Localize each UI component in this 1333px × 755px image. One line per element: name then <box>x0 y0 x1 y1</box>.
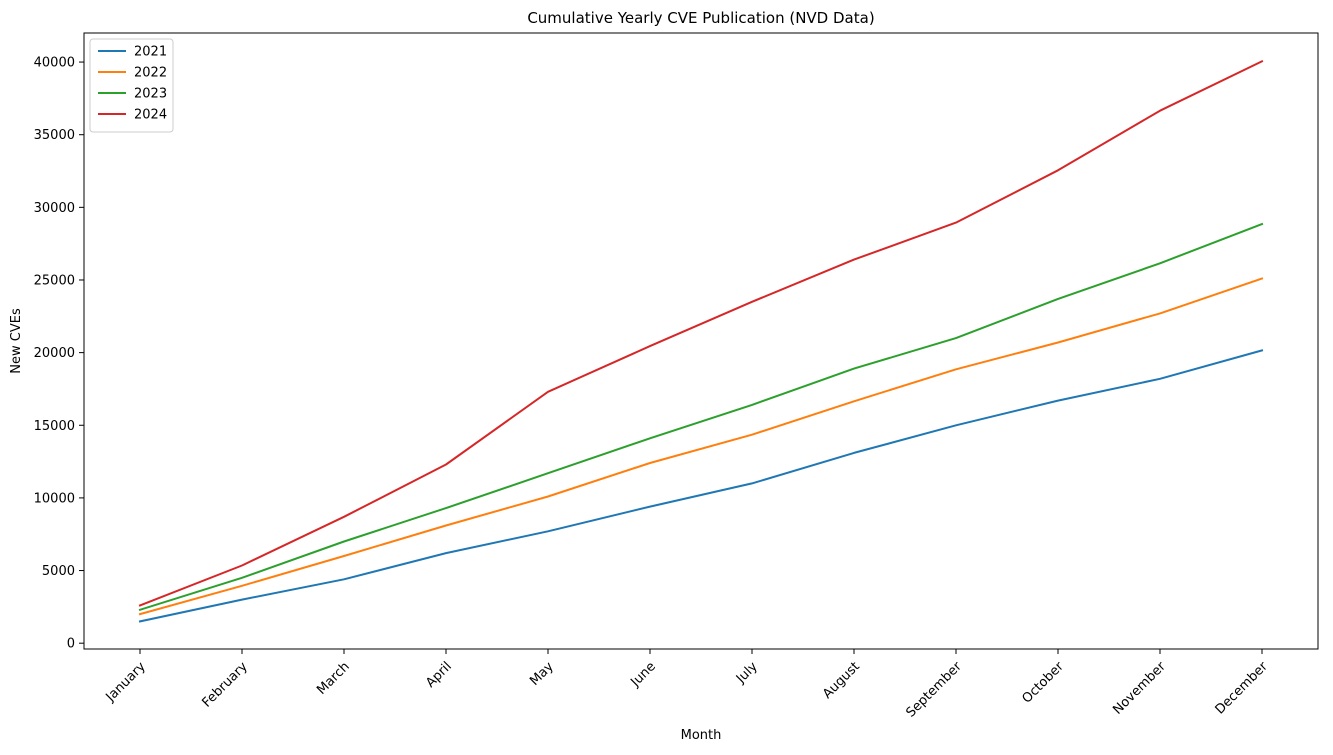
x-tick-label: September <box>903 659 965 721</box>
plot-frame <box>83 32 1319 650</box>
y-tick-label: 5000 <box>42 564 75 579</box>
x-tick-label: May <box>527 659 557 689</box>
series-line-2022 <box>138 277 1264 616</box>
series-line-2021 <box>138 349 1264 623</box>
y-tick-label: 0 <box>67 637 75 652</box>
y-axis-label: New CVEs <box>9 308 24 374</box>
y-axis: 0 5000 10000 15000 20000 25000 30000 35000 40000 <box>34 56 84 652</box>
y-tick-label: 10000 <box>34 491 75 506</box>
legend-label-2024: 2024 <box>134 108 167 123</box>
series-line-2024 <box>138 59 1264 607</box>
y-tick-label: 40000 <box>34 56 75 71</box>
chart-title: Cumulative Yearly CVE Publication (NVD D… <box>527 9 874 27</box>
legend-label-2023: 2023 <box>134 87 167 102</box>
y-tick-label: 20000 <box>34 346 75 361</box>
y-tick-label: 30000 <box>34 201 75 216</box>
legend-label-2021: 2021 <box>134 45 167 60</box>
series-line-2023 <box>138 222 1264 612</box>
y-tick-label: 15000 <box>34 419 75 434</box>
y-tick-label: 25000 <box>34 273 75 288</box>
legend: 2021 2022 2023 2024 <box>89 38 174 133</box>
x-tick-label: December <box>1213 659 1272 718</box>
x-tick-label: February <box>199 659 251 711</box>
x-tick-label: April <box>423 659 455 691</box>
x-axis: January February March April May June July Augu… <box>103 649 1272 721</box>
legend-box <box>89 38 174 133</box>
x-tick-label: October <box>1019 659 1067 707</box>
x-tick-label: March <box>314 659 353 698</box>
x-tick-label: November <box>1110 659 1169 718</box>
x-tick-label: June <box>627 659 658 690</box>
x-axis-label: Month <box>681 728 722 743</box>
legend-label-2022: 2022 <box>134 66 167 81</box>
x-tick-label: August <box>820 659 863 702</box>
x-tick-label: July <box>733 659 761 687</box>
y-tick-label: 35000 <box>34 128 75 143</box>
x-tick-label: January <box>103 659 149 705</box>
plot-lines <box>138 59 1264 623</box>
